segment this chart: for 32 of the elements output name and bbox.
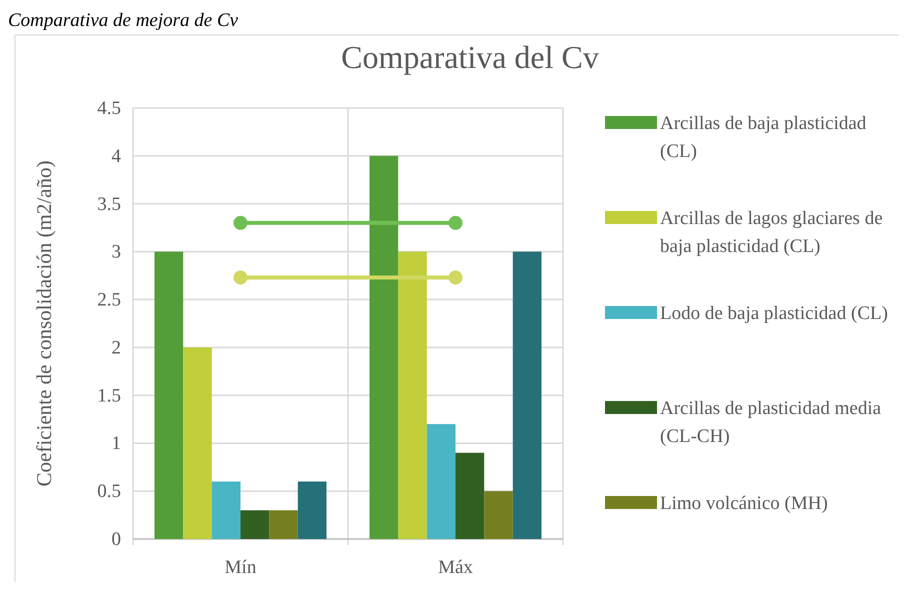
bar: [154, 252, 184, 539]
y-tick-label: 1: [112, 433, 121, 454]
y-axis-title: Coeficiente de consolidación (m2/año): [32, 160, 56, 486]
legend-label: Arcillas de plasticidad media (CL-CH): [660, 398, 882, 447]
bar: [484, 491, 513, 539]
x-tick-label: Máx: [438, 557, 474, 578]
y-tick-label: 2.5: [97, 290, 121, 311]
y-tick-label: 4.5: [97, 98, 121, 119]
y-tick-label: 4: [112, 146, 122, 167]
bar: [456, 452, 484, 539]
bar: [240, 510, 270, 539]
bar: [426, 424, 456, 539]
y-tick-label: 3: [112, 242, 121, 263]
bar: [512, 252, 542, 539]
x-tick-label: Mín: [224, 557, 257, 578]
bar: [269, 510, 298, 539]
bar: [183, 347, 212, 539]
legend-label: Limo volcánico (MH): [660, 493, 828, 514]
y-tick-label: 3.5: [97, 194, 121, 215]
bar: [298, 482, 326, 539]
legend-label: Lodo de baja plasticidad (CL): [660, 303, 888, 324]
chart-title: Comparativa del Cv: [341, 39, 599, 75]
legend-label: Arcillas de baja plasticidad (CL): [660, 113, 867, 162]
text: Comparativa de mejora de Cv: [8, 10, 239, 31]
y-tick-label: 2: [112, 337, 121, 358]
bar: [212, 482, 240, 539]
bar: [370, 156, 398, 539]
y-tick-label: 0.5: [97, 481, 121, 502]
legend-label: Arcillas de lagos glaciares de baja plasticidad (CL): [660, 208, 883, 257]
y-tick-label: 1.5: [97, 385, 121, 406]
y-tick-label: 0: [112, 529, 121, 550]
bar: [398, 252, 427, 539]
